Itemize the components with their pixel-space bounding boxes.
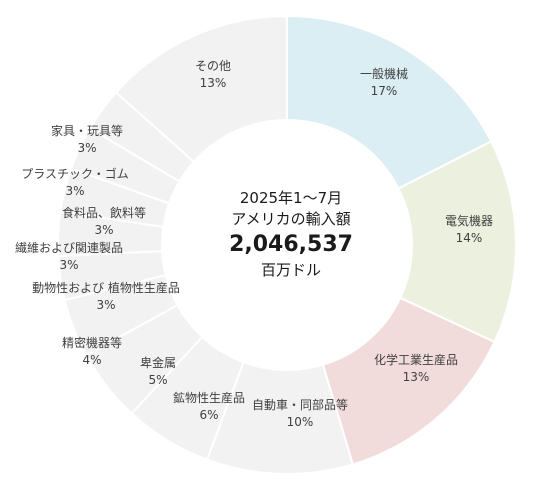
slice-label-animal-plant-products: 動物性および 植物性生産品 3% xyxy=(32,281,180,312)
slice-label-furniture-toys: 家具・玩具等 3% xyxy=(50,124,123,155)
slice-label-chemical-products: 化学工業生産品 13% xyxy=(373,353,458,384)
center-unit: 百万ドル xyxy=(260,261,321,279)
center-period: 2025年1〜7月 xyxy=(239,189,343,207)
slice-label-mineral-products: 鉱物性生産品 6% xyxy=(172,391,245,422)
slice-label-automobiles: 自動車・同部品等 10% xyxy=(252,398,349,429)
donut-slices xyxy=(57,14,517,475)
slice-label-base-metals: 卑金属 5% xyxy=(139,356,176,387)
donut-center-text: 2025年1〜7月 アメリカの輸入額 2,046,537 百万ドル xyxy=(186,188,396,281)
slice-label-others: その他 13% xyxy=(194,59,231,90)
slice-label-textiles: 繊維および関連製品 3% xyxy=(14,241,123,272)
center-value: 2,046,537 xyxy=(229,232,353,257)
slice-label-electrical-equipment: 電気機器 14% xyxy=(444,214,493,245)
slice-label-precision-instruments: 精密機器等 4% xyxy=(61,336,122,367)
slice-label-foodstuffs: 食料品、飲料等 3% xyxy=(61,206,146,237)
slice-label-general-machinery: 一般機械 17% xyxy=(359,67,408,98)
donut-slice-0 xyxy=(286,14,493,190)
center-title: アメリカの輸入額 xyxy=(231,210,351,228)
slice-label-plastics-rubber: プラスチック・ゴム 3% xyxy=(21,167,129,198)
donut-slice-12 xyxy=(114,14,288,164)
